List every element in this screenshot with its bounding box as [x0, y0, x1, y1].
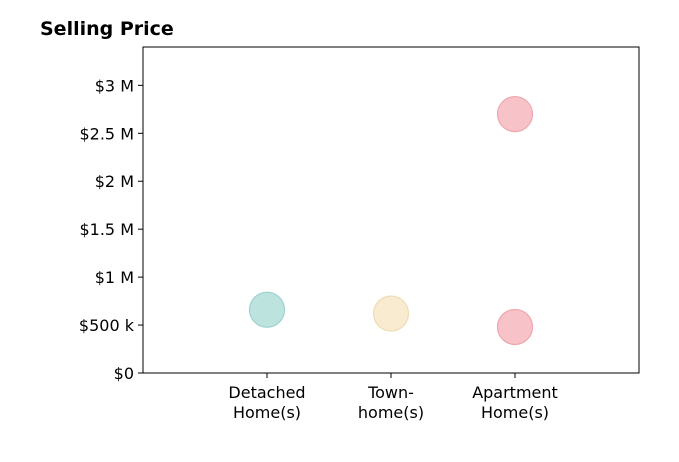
- data-point: [496, 308, 534, 346]
- y-tick-label: $2.5 M: [79, 124, 134, 143]
- data-point: [372, 295, 410, 332]
- x-tick-label: Town-home(s): [358, 383, 424, 422]
- data-point: [248, 291, 286, 328]
- y-tick-label: $0: [114, 364, 134, 383]
- x-axis: Detached Home(s) Town-home(s) Apartment Home…: [228, 373, 558, 422]
- y-tick-label: $1 M: [95, 268, 134, 287]
- x-tick-label: Apartment Home(s): [472, 383, 558, 422]
- y-axis: $0 $500 k $1 M $1.5 M $2 M $2.5 M $3 M: [79, 76, 143, 383]
- y-tick-label: $2 M: [95, 172, 134, 191]
- chart-title: Selling Price: [40, 18, 174, 40]
- x-tick-label: Detached Home(s): [228, 383, 305, 422]
- y-tick-label: $1.5 M: [79, 220, 134, 239]
- data-point: [496, 96, 534, 133]
- y-tick-label: $500 k: [79, 316, 135, 335]
- y-tick-label: $3 M: [95, 76, 134, 95]
- data-points: [248, 96, 534, 346]
